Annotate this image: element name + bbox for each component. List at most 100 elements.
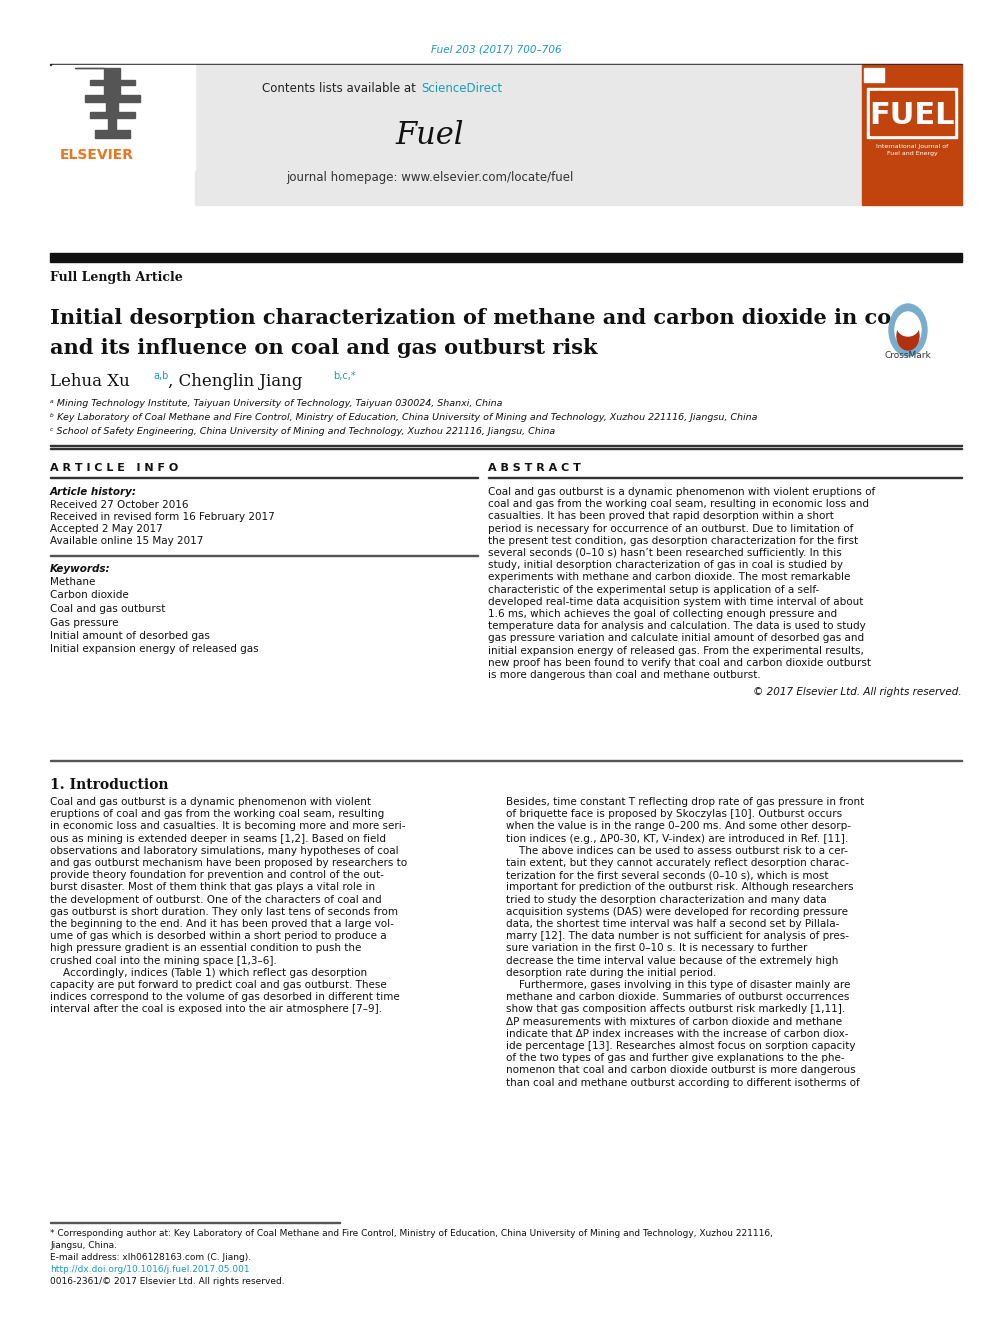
Text: coal and gas from the working coal seam, resulting in economic loss and: coal and gas from the working coal seam,… xyxy=(488,499,869,509)
Text: burst disaster. Most of them think that gas plays a vital role in: burst disaster. Most of them think that … xyxy=(50,882,375,893)
Text: A R T I C L E   I N F O: A R T I C L E I N F O xyxy=(50,463,179,474)
Text: , Chenglin Jiang: , Chenglin Jiang xyxy=(168,373,303,390)
Text: tried to study the desorption characterization and many data: tried to study the desorption characteri… xyxy=(506,894,826,905)
Text: Received in revised form 16 February 2017: Received in revised form 16 February 201… xyxy=(50,512,275,523)
Bar xyxy=(195,65,862,205)
Text: 0016-2361/© 2017 Elsevier Ltd. All rights reserved.: 0016-2361/© 2017 Elsevier Ltd. All right… xyxy=(50,1278,285,1286)
Text: 1.6 ms, which achieves the goal of collecting enough pressure and: 1.6 ms, which achieves the goal of colle… xyxy=(488,609,837,619)
Text: tion indices (e.g., ΔP0-30, KT, V-index) are introduced in Ref. [11].: tion indices (e.g., ΔP0-30, KT, V-index)… xyxy=(506,833,848,844)
Bar xyxy=(862,65,962,205)
Text: Fuel: Fuel xyxy=(396,119,464,151)
Text: data, the shortest time interval was half a second set by Pillala-: data, the shortest time interval was hal… xyxy=(506,919,839,929)
Text: Furthermore, gases involving in this type of disaster mainly are: Furthermore, gases involving in this typ… xyxy=(506,980,850,990)
Text: a,b: a,b xyxy=(153,370,169,381)
Text: period is necessary for occurrence of an outburst. Due to limitation of: period is necessary for occurrence of an… xyxy=(488,524,853,533)
Text: experiments with methane and carbon dioxide. The most remarkable: experiments with methane and carbon diox… xyxy=(488,573,850,582)
Text: Full Length Article: Full Length Article xyxy=(50,271,183,284)
Text: Initial desorption characterization of methane and carbon dioxide in coal: Initial desorption characterization of m… xyxy=(50,308,913,328)
Text: Article history:: Article history: xyxy=(50,487,137,497)
Text: Gas pressure: Gas pressure xyxy=(50,618,118,627)
Text: ELSEVIER: ELSEVIER xyxy=(60,148,134,161)
Text: gas outburst is short duration. They only last tens of seconds from: gas outburst is short duration. They onl… xyxy=(50,906,398,917)
Text: Fuel 203 (2017) 700–706: Fuel 203 (2017) 700–706 xyxy=(431,45,561,56)
Ellipse shape xyxy=(889,304,927,356)
Text: crushed coal into the mining space [1,3–6].: crushed coal into the mining space [1,3–… xyxy=(50,955,277,966)
Text: in economic loss and casualties. It is becoming more and more seri-: in economic loss and casualties. It is b… xyxy=(50,822,406,831)
Ellipse shape xyxy=(897,316,919,336)
Text: indices correspond to the volume of gas desorbed in different time: indices correspond to the volume of gas … xyxy=(50,992,400,1003)
Bar xyxy=(864,67,884,82)
Text: ume of gas which is desorbed within a short period to produce a: ume of gas which is desorbed within a sh… xyxy=(50,931,387,941)
Text: the beginning to the end. And it has been proved that a large vol-: the beginning to the end. And it has bee… xyxy=(50,919,394,929)
Text: FUEL: FUEL xyxy=(869,101,954,130)
Text: ScienceDirect: ScienceDirect xyxy=(421,82,502,94)
Text: observations and laboratory simulations, many hypotheses of coal: observations and laboratory simulations,… xyxy=(50,845,399,856)
Text: Accordingly, indices (Table 1) which reflect gas desorption: Accordingly, indices (Table 1) which ref… xyxy=(50,968,367,978)
Text: tain extent, but they cannot accurately reflect desorption charac-: tain extent, but they cannot accurately … xyxy=(506,859,849,868)
Text: the development of outburst. One of the characters of coal and: the development of outburst. One of the … xyxy=(50,894,382,905)
Text: Accepted 2 May 2017: Accepted 2 May 2017 xyxy=(50,524,163,534)
Text: ᵇ Key Laboratory of Coal Methane and Fire Control, Ministry of Education, China : ᵇ Key Laboratory of Coal Methane and Fir… xyxy=(50,414,758,422)
Text: ᶜ School of Safety Engineering, China University of Mining and Technology, Xuzho: ᶜ School of Safety Engineering, China Un… xyxy=(50,427,556,437)
Text: acquisition systems (DAS) were developed for recording pressure: acquisition systems (DAS) were developed… xyxy=(506,906,848,917)
Text: of the two types of gas and further give explanations to the phe-: of the two types of gas and further give… xyxy=(506,1053,844,1064)
Text: Coal and gas outburst is a dynamic phenomenon with violent eruptions of: Coal and gas outburst is a dynamic pheno… xyxy=(488,487,875,497)
Text: CrossMark: CrossMark xyxy=(885,352,931,360)
Text: capacity are put forward to predict coal and gas outburst. These: capacity are put forward to predict coal… xyxy=(50,980,387,990)
Text: The above indices can be used to assess outburst risk to a cer-: The above indices can be used to assess … xyxy=(506,845,848,856)
Text: © 2017 Elsevier Ltd. All rights reserved.: © 2017 Elsevier Ltd. All rights reserved… xyxy=(753,687,962,697)
Ellipse shape xyxy=(897,321,919,351)
Ellipse shape xyxy=(895,312,921,348)
Text: Besides, time constant T reflecting drop rate of gas pressure in front: Besides, time constant T reflecting drop… xyxy=(506,796,864,807)
Text: gas pressure variation and calculate initial amount of desorbed gas and: gas pressure variation and calculate ini… xyxy=(488,634,864,643)
Text: Keywords:: Keywords: xyxy=(50,564,111,574)
Text: and gas outburst mechanism have been proposed by researchers to: and gas outburst mechanism have been pro… xyxy=(50,859,407,868)
Text: Coal and gas outburst: Coal and gas outburst xyxy=(50,605,166,614)
Text: methane and carbon dioxide. Summaries of outburst occurrences: methane and carbon dioxide. Summaries of… xyxy=(506,992,849,1003)
Text: ΔP measurements with mixtures of carbon dioxide and methane: ΔP measurements with mixtures of carbon … xyxy=(506,1016,842,1027)
Text: initial expansion energy of released gas. From the experimental results,: initial expansion energy of released gas… xyxy=(488,646,864,656)
Text: Coal and gas outburst is a dynamic phenomenon with violent: Coal and gas outburst is a dynamic pheno… xyxy=(50,796,371,807)
Text: * Corresponding author at: Key Laboratory of Coal Methane and Fire Control, Mini: * Corresponding author at: Key Laborator… xyxy=(50,1229,773,1238)
Text: ᵃ Mining Technology Institute, Taiyuan University of Technology, Taiyuan 030024,: ᵃ Mining Technology Institute, Taiyuan U… xyxy=(50,400,503,409)
Bar xyxy=(50,253,962,262)
Text: and its influence on coal and gas outburst risk: and its influence on coal and gas outbur… xyxy=(50,337,597,359)
Text: nomenon that coal and carbon dioxide outburst is more dangerous: nomenon that coal and carbon dioxide out… xyxy=(506,1065,856,1076)
Text: than coal and methane outburst according to different isotherms of: than coal and methane outburst according… xyxy=(506,1078,860,1088)
Text: indicate that ΔP index increases with the increase of carbon diox-: indicate that ΔP index increases with th… xyxy=(506,1029,848,1039)
Text: ide percentage [13]. Researches almost focus on sorption capacity: ide percentage [13]. Researches almost f… xyxy=(506,1041,855,1050)
Polygon shape xyxy=(75,67,140,138)
Text: eruptions of coal and gas from the working coal seam, resulting: eruptions of coal and gas from the worki… xyxy=(50,810,384,819)
Text: high pressure gradient is an essential condition to push the: high pressure gradient is an essential c… xyxy=(50,943,361,954)
Text: Initial expansion energy of released gas: Initial expansion energy of released gas xyxy=(50,644,259,655)
Text: study, initial desorption characterization of gas in coal is studied by: study, initial desorption characterizati… xyxy=(488,560,843,570)
Text: A B S T R A C T: A B S T R A C T xyxy=(488,463,581,474)
Text: International Journal of
Fuel and Energy: International Journal of Fuel and Energy xyxy=(876,144,948,156)
Text: sure variation in the first 0–10 s. It is necessary to further: sure variation in the first 0–10 s. It i… xyxy=(506,943,807,954)
Text: Jiangsu, China.: Jiangsu, China. xyxy=(50,1241,117,1250)
Text: Initial amount of desorbed gas: Initial amount of desorbed gas xyxy=(50,631,210,642)
Text: the present test condition, gas desorption characterization for the first: the present test condition, gas desorpti… xyxy=(488,536,858,546)
Text: E-mail address: xlh06128163.com (C. Jiang).: E-mail address: xlh06128163.com (C. Jian… xyxy=(50,1253,251,1262)
Text: new proof has been found to verify that coal and carbon dioxide outburst: new proof has been found to verify that … xyxy=(488,658,871,668)
Text: Lehua Xu: Lehua Xu xyxy=(50,373,130,390)
Text: Received 27 October 2016: Received 27 October 2016 xyxy=(50,500,188,509)
Text: Carbon dioxide: Carbon dioxide xyxy=(50,590,129,601)
Text: desorption rate during the initial period.: desorption rate during the initial perio… xyxy=(506,968,716,978)
Text: several seconds (0–10 s) hasn’t been researched sufficiently. In this: several seconds (0–10 s) hasn’t been res… xyxy=(488,548,842,558)
Text: temperature data for analysis and calculation. The data is used to study: temperature data for analysis and calcul… xyxy=(488,622,866,631)
Text: ous as mining is extended deeper in seams [1,2]. Based on field: ous as mining is extended deeper in seam… xyxy=(50,833,386,844)
Text: important for prediction of the outburst risk. Although researchers: important for prediction of the outburst… xyxy=(506,882,853,893)
Text: Methane: Methane xyxy=(50,577,95,587)
Text: interval after the coal is exposed into the air atmosphere [7–9].: interval after the coal is exposed into … xyxy=(50,1004,382,1015)
Text: characteristic of the experimental setup is application of a self-: characteristic of the experimental setup… xyxy=(488,585,819,594)
Text: provide theory foundation for prevention and control of the out-: provide theory foundation for prevention… xyxy=(50,871,384,880)
Text: Contents lists available at: Contents lists available at xyxy=(262,82,420,94)
Text: http://dx.doi.org/10.1016/j.fuel.2017.05.001: http://dx.doi.org/10.1016/j.fuel.2017.05… xyxy=(50,1266,250,1274)
Text: show that gas composition affects outburst risk markedly [1,11].: show that gas composition affects outbur… xyxy=(506,1004,845,1015)
Text: terization for the first several seconds (0–10 s), which is most: terization for the first several seconds… xyxy=(506,871,828,880)
Bar xyxy=(867,89,957,138)
Bar xyxy=(870,91,954,135)
Text: decrease the time interval value because of the extremely high: decrease the time interval value because… xyxy=(506,955,838,966)
Text: when the value is in the range 0–200 ms. And some other desorp-: when the value is in the range 0–200 ms.… xyxy=(506,822,851,831)
